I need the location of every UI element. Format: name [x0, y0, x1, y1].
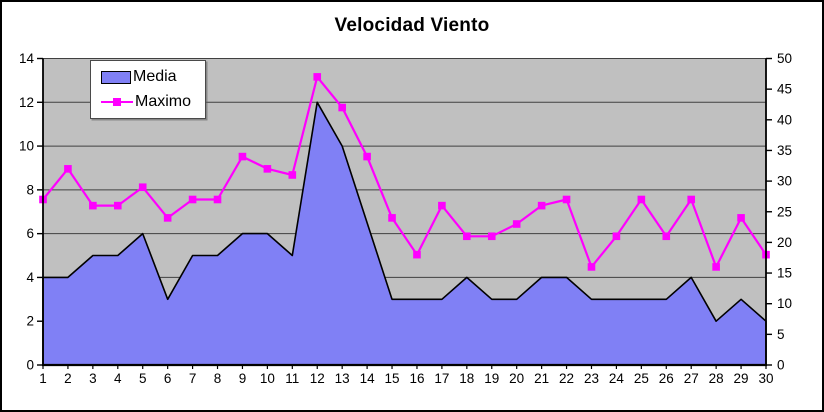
x-axis-label: 28: [709, 371, 724, 386]
legend-item-media: Media: [101, 69, 199, 85]
maximo-marker: [463, 232, 471, 241]
maximo-marker: [587, 263, 596, 271]
maximo-marker: [413, 250, 421, 259]
x-axis-label: 21: [534, 371, 549, 386]
left-axis-label: 14: [19, 51, 35, 66]
x-axis-label: 29: [734, 371, 749, 386]
x-axis-label: 6: [164, 371, 172, 386]
x-axis-label: 30: [758, 371, 773, 386]
x-axis-label: 8: [214, 371, 222, 386]
x-axis-label: 4: [114, 371, 122, 386]
right-axis-label: 35: [777, 143, 792, 158]
maximo-marker: [388, 214, 396, 222]
x-axis-label: 1: [39, 371, 47, 386]
left-axis-label: 8: [26, 182, 34, 197]
x-axis-label: 9: [239, 371, 247, 386]
x-axis-label: 25: [634, 371, 649, 386]
maximo-marker: [113, 201, 122, 210]
maximo-marker: [662, 232, 671, 241]
maximo-marker: [238, 152, 247, 161]
legend-label-media: Media: [133, 68, 177, 86]
maximo-marker: [313, 73, 322, 81]
maximo-marker: [263, 165, 272, 173]
media-area-swatch-icon: [101, 70, 131, 84]
x-axis-label: 20: [509, 371, 524, 386]
left-axis-label: 10: [19, 139, 34, 154]
media-area-series: [42, 101, 767, 366]
maximo-marker: [537, 201, 546, 210]
x-axis-label: 26: [659, 371, 674, 386]
maximo-marker: [64, 165, 72, 173]
maximo-marker: [213, 195, 222, 204]
maximo-marker: [562, 195, 571, 204]
left-axis-label: 2: [26, 314, 34, 329]
maximo-marker: [338, 103, 346, 112]
maximo-marker: [637, 195, 646, 204]
maximo-marker: [438, 201, 446, 210]
chart-title: Velocidad Viento: [334, 15, 490, 36]
x-axis-label: 11: [285, 371, 299, 386]
x-axis-label: 12: [310, 371, 325, 386]
x-axis-label: 16: [409, 371, 424, 386]
left-axis-label: 6: [26, 226, 34, 241]
x-axis-label: 10: [260, 371, 275, 386]
x-axis-label: 27: [684, 371, 699, 386]
x-axis-label: 22: [559, 371, 574, 386]
left-axis-label: 12: [19, 95, 34, 110]
maximo-marker: [89, 201, 97, 210]
maximo-marker: [687, 195, 696, 204]
maximo-marker: [487, 232, 496, 241]
right-axis-label: 20: [777, 235, 792, 250]
maximo-marker: [288, 171, 297, 179]
x-axis-label: 7: [189, 371, 197, 386]
x-axis-label: 3: [89, 371, 97, 386]
legend-item-maximo: Maximo: [101, 92, 199, 110]
maximo-marker: [612, 232, 621, 241]
maximo-line-swatch-icon: [101, 95, 133, 108]
x-axis-label: 2: [64, 371, 72, 386]
left-axis-label: 0: [26, 358, 34, 373]
maximo-marker: [138, 183, 147, 192]
legend: Media Maximo: [90, 60, 206, 119]
x-axis-label: 24: [609, 371, 625, 386]
left-axis-label: 4: [26, 270, 34, 285]
maximo-marker: [363, 152, 371, 161]
maximo-marker: [188, 195, 197, 204]
maximo-marker: [737, 214, 745, 222]
right-axis-label: 0: [777, 358, 785, 373]
x-axis-label: 14: [360, 371, 376, 386]
x-axis-label: 19: [484, 371, 499, 386]
right-axis-label: 30: [777, 174, 792, 189]
maximo-marker: [512, 220, 521, 228]
x-axis-label: 18: [459, 371, 474, 386]
maximo-marker: [163, 214, 172, 222]
x-axis-label: 13: [335, 371, 350, 386]
maximo-marker: [712, 263, 720, 271]
x-axis-label: 5: [139, 371, 147, 386]
right-axis-label: 25: [777, 204, 792, 219]
right-axis-label: 40: [777, 112, 792, 127]
x-axis-label: 23: [584, 371, 599, 386]
right-axis-label: 45: [777, 82, 792, 97]
legend-label-maximo: Maximo: [135, 92, 192, 110]
right-axis-label: 10: [777, 296, 792, 311]
right-axis-label: 5: [777, 327, 785, 342]
right-axis-label: 15: [777, 266, 792, 281]
right-axis-label: 50: [777, 51, 792, 66]
maximo-line-series: [42, 75, 767, 268]
x-axis-label: 15: [385, 371, 400, 386]
x-axis-label: 17: [434, 371, 449, 386]
